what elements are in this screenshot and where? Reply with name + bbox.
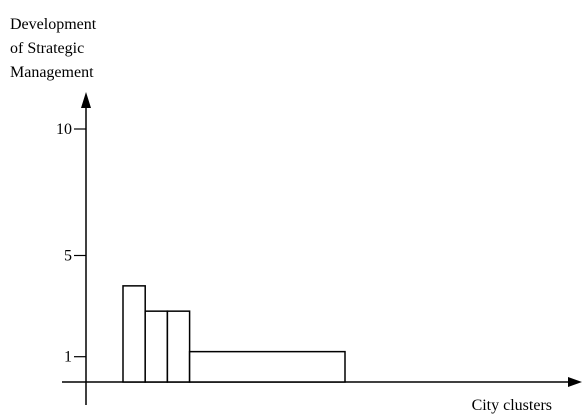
y-axis-label-line-2: of Strategic	[10, 40, 84, 57]
y-axis-label-line-1: Development	[10, 16, 97, 33]
bar-4	[188, 350, 346, 383]
y-axis-label-line-3: Management	[10, 64, 94, 81]
y-tick-label-5: 5	[64, 248, 72, 265]
y-tick-label-1: 1	[64, 349, 72, 366]
x-axis-arrowhead	[568, 377, 582, 387]
x-axis-label: City clusters	[472, 397, 552, 414]
bar-3	[166, 310, 191, 383]
y-axis-arrowhead	[81, 92, 91, 108]
y-tick-label-10: 10	[56, 121, 72, 138]
bar-1	[122, 285, 146, 383]
bar-2	[144, 310, 169, 383]
